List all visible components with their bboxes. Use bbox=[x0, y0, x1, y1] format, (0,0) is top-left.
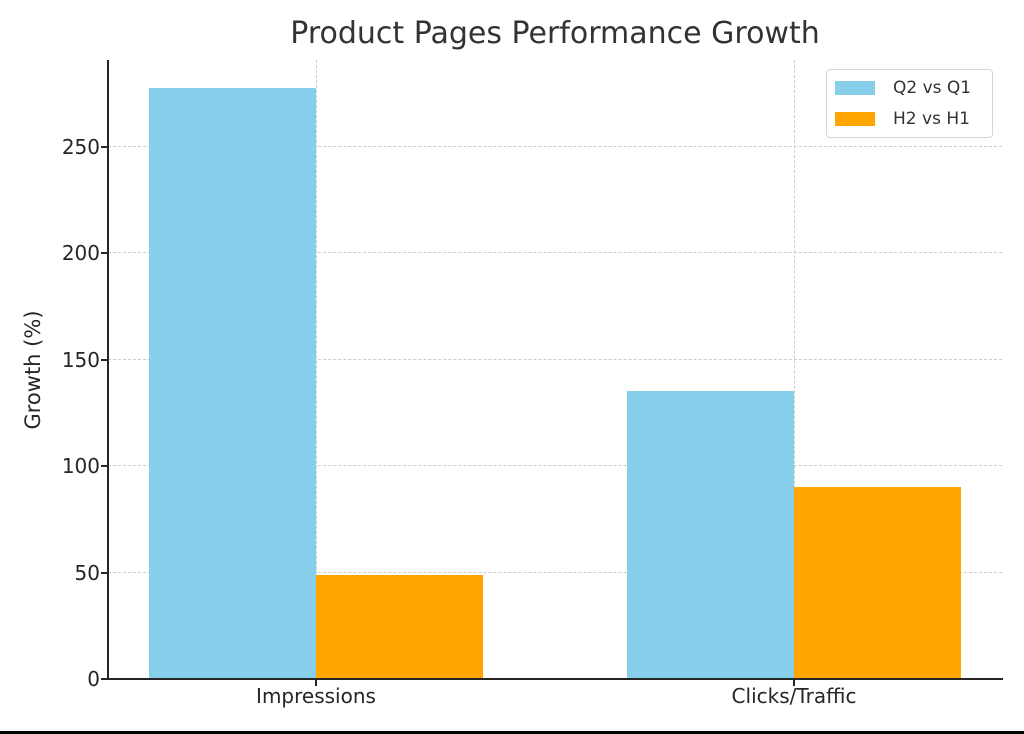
grid-line-50 bbox=[108, 572, 1002, 573]
x-tick bbox=[793, 680, 795, 686]
chart-title: Product Pages Performance Growth bbox=[290, 16, 820, 51]
grid-line-250 bbox=[108, 146, 1002, 147]
y-tick-label: 50 bbox=[74, 561, 100, 585]
y-tick bbox=[101, 572, 107, 574]
legend: Q2 vs Q1 H2 vs H1 bbox=[826, 69, 993, 138]
x-tick-label-clicks: Clicks/Traffic bbox=[731, 684, 857, 708]
grid-line-100 bbox=[108, 465, 1002, 466]
bar-impressions-1 bbox=[316, 575, 483, 679]
legend-swatch-q2 bbox=[835, 81, 875, 95]
y-tick-label: 200 bbox=[61, 241, 100, 265]
legend-label: Q2 vs Q1 bbox=[893, 78, 972, 98]
legend-swatch-h2 bbox=[835, 112, 875, 126]
grid-line-clicks bbox=[794, 60, 795, 679]
x-axis bbox=[107, 678, 1003, 680]
y-tick-label: 0 bbox=[87, 667, 100, 691]
x-tick-label-impressions: Impressions bbox=[256, 684, 376, 708]
legend-item-h2-vs-h1: H2 vs H1 bbox=[835, 107, 970, 131]
legend-item-q2-vs-q1: Q2 vs Q1 bbox=[835, 76, 971, 100]
bottom-border bbox=[0, 731, 1024, 734]
y-tick-label: 250 bbox=[61, 135, 100, 159]
grid-line-200 bbox=[108, 252, 1002, 253]
bar-impressions-0 bbox=[149, 88, 316, 679]
grid-line-impressions bbox=[316, 60, 317, 679]
y-tick bbox=[101, 678, 107, 680]
bar-clicks-traffic-1 bbox=[794, 487, 961, 679]
y-tick bbox=[101, 359, 107, 361]
y-axis-label: Growth (%) bbox=[21, 310, 45, 430]
grid-line-150 bbox=[108, 359, 1002, 360]
y-tick-label: 150 bbox=[61, 348, 100, 372]
y-tick bbox=[101, 146, 107, 148]
y-tick-label: 100 bbox=[61, 454, 100, 478]
y-tick bbox=[101, 252, 107, 254]
x-tick bbox=[315, 680, 317, 686]
bar-clicks-traffic-0 bbox=[627, 391, 794, 679]
legend-label: H2 vs H1 bbox=[893, 109, 970, 129]
y-axis bbox=[107, 60, 109, 680]
y-tick bbox=[101, 465, 107, 467]
